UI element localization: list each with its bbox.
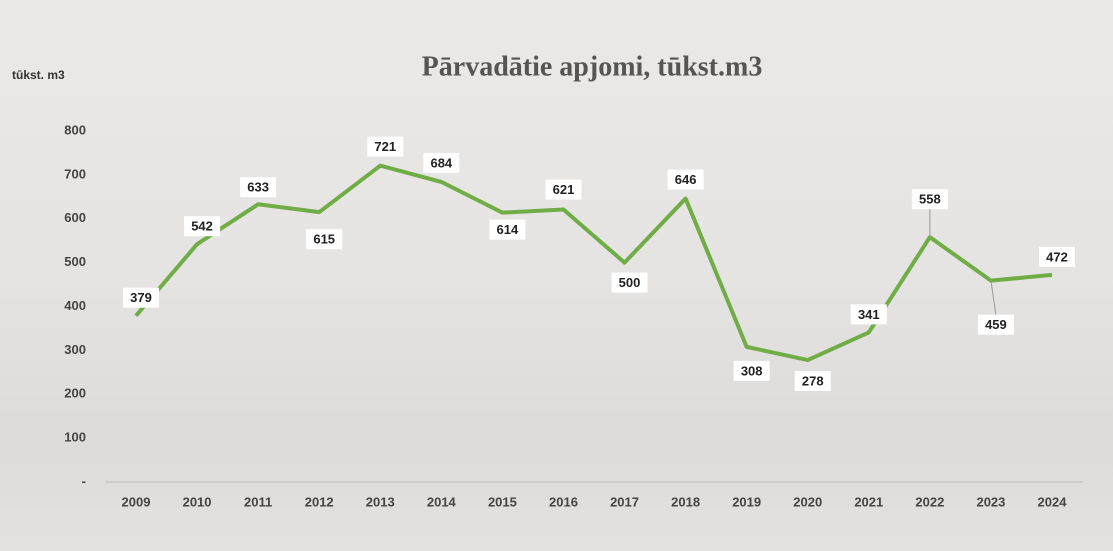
x-tick-label: 2020: [793, 494, 822, 509]
y-tick-label: 800: [64, 122, 86, 137]
x-tick-label: 2022: [915, 494, 944, 509]
leader-line: [990, 280, 997, 316]
data-label-box: [611, 272, 648, 293]
series-line: [134, 163, 1053, 363]
data-label-box: [123, 287, 159, 308]
y-tick-label: 400: [64, 298, 86, 313]
data-label-box: [667, 169, 704, 190]
y-axis-label: tūkst. m3: [12, 68, 65, 82]
data-label: 278: [802, 373, 824, 388]
y-tick-label: 700: [64, 166, 86, 181]
data-label: 621: [553, 182, 575, 197]
data-label: 684: [430, 155, 452, 170]
y-tick-label: 200: [64, 386, 86, 401]
x-tick-label: 2015: [488, 494, 517, 509]
data-label-box: [240, 177, 277, 198]
data-label: 721: [374, 139, 396, 154]
data-label: 500: [619, 275, 641, 290]
x-tick-label: 2021: [854, 494, 883, 509]
data-label: 614: [497, 222, 519, 237]
x-tick-label: 2019: [732, 494, 761, 509]
data-label-box: [306, 229, 343, 250]
y-tick-label: 600: [64, 210, 86, 225]
data-label: 558: [919, 192, 941, 207]
data-label-box: [1039, 246, 1075, 267]
y-tick-label: 100: [64, 430, 86, 445]
x-tick-label: 2018: [671, 494, 700, 509]
data-label-box: [184, 216, 221, 237]
y-tick-label: 300: [64, 342, 86, 357]
data-label-box: [794, 371, 831, 392]
data-label-box: [977, 314, 1014, 335]
x-tick-label: 2014: [427, 494, 457, 509]
x-tick-label: 2024: [1038, 494, 1068, 509]
x-tick-label: 2011: [244, 494, 272, 509]
data-label: 341: [858, 307, 880, 322]
data-label: 308: [741, 363, 763, 378]
data-label: 633: [247, 180, 269, 195]
data-label: 472: [1046, 249, 1068, 264]
data-label: 646: [675, 172, 697, 187]
chart-title: Pārvadātie apjomi, tūkst.m3: [422, 51, 763, 82]
x-tick-label: 2016: [549, 494, 578, 509]
data-label-box: [423, 152, 460, 173]
y-tick-label: 500: [64, 254, 86, 269]
data-label: 615: [313, 232, 335, 247]
x-tick-label: 2013: [366, 494, 395, 509]
x-tick-label: 2017: [610, 494, 639, 509]
x-tick-label: 2010: [183, 494, 212, 509]
data-label: 379: [130, 290, 152, 305]
y-tick-label: -: [82, 473, 86, 488]
x-tick-label: 2023: [976, 494, 1005, 509]
data-label-box: [367, 136, 404, 157]
x-tick-label: 2012: [305, 494, 334, 509]
data-label-box: [489, 219, 526, 240]
data-label-box: [911, 189, 948, 210]
x-tick-label: 2009: [122, 494, 151, 509]
data-label-box: [850, 304, 887, 325]
data-label-box: [545, 179, 582, 200]
data-label-box: [733, 360, 770, 381]
data-label: 542: [191, 219, 213, 234]
data-label: 459: [985, 317, 1007, 332]
